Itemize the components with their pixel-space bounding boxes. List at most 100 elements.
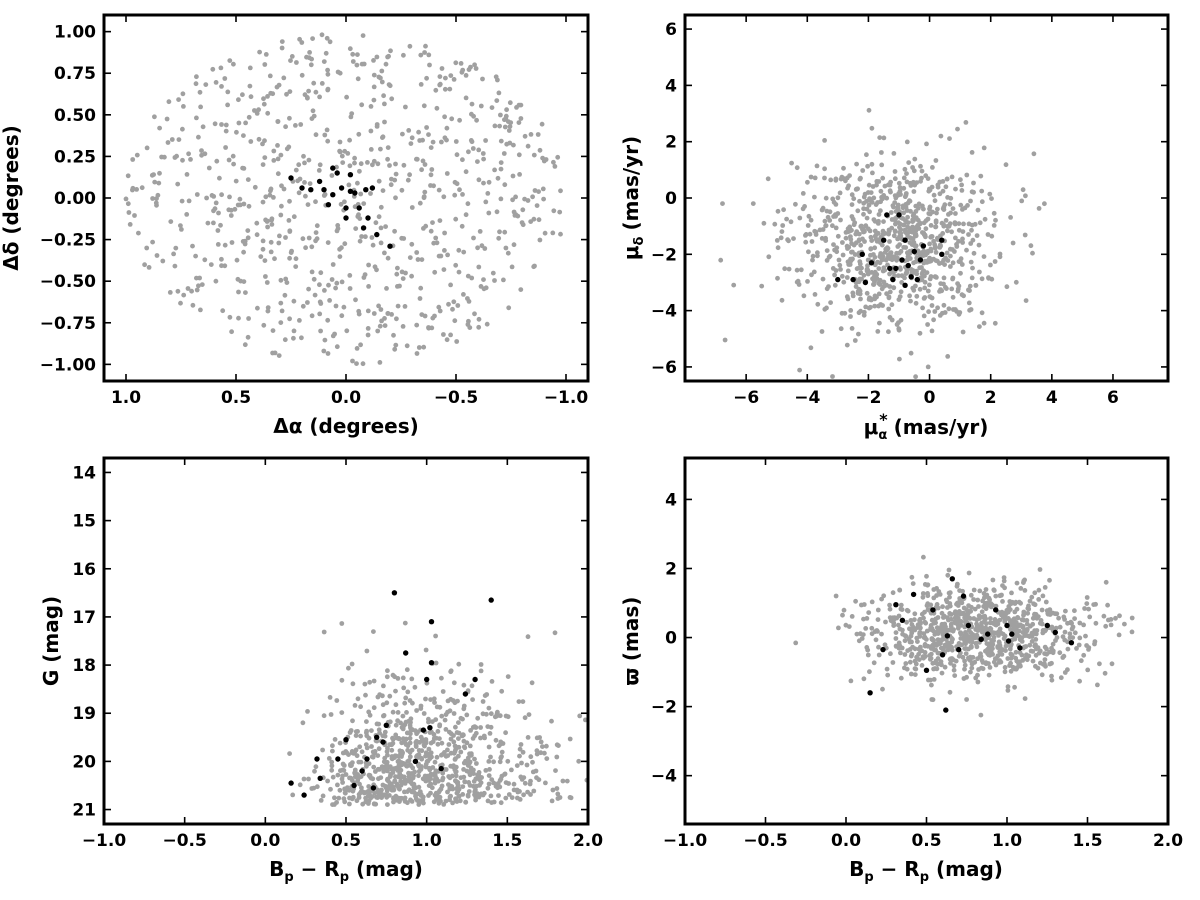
field-star-point xyxy=(965,203,970,208)
field-star-point xyxy=(338,768,343,774)
field-star-point xyxy=(366,709,372,715)
field-star-point xyxy=(306,157,312,163)
field-star-point xyxy=(997,643,1003,648)
field-star-point xyxy=(515,795,520,801)
field-star-point xyxy=(720,201,725,207)
field-star-point xyxy=(287,751,292,756)
field-star-point xyxy=(337,787,343,793)
field-star-point xyxy=(218,222,223,228)
field-star-point xyxy=(981,145,987,151)
field-star-point xyxy=(490,270,496,276)
field-star-point xyxy=(1010,664,1016,670)
field-star-point xyxy=(313,132,319,138)
field-star-point xyxy=(949,229,954,235)
field-star-point xyxy=(486,210,492,216)
field-star-point xyxy=(849,214,855,219)
field-star-point xyxy=(852,252,858,257)
field-star-point xyxy=(1057,650,1063,656)
field-star-point xyxy=(466,770,472,775)
field-star-point xyxy=(897,235,903,241)
field-star-point xyxy=(475,245,480,251)
field-star-point xyxy=(554,754,560,760)
field-star-point xyxy=(801,293,807,299)
field-star-point xyxy=(325,67,330,73)
field-star-point xyxy=(390,735,395,741)
field-star-point xyxy=(925,288,931,294)
field-star-point xyxy=(1012,620,1018,626)
field-star-point xyxy=(366,798,372,804)
field-star-point xyxy=(1056,615,1061,621)
field-star-point xyxy=(1077,678,1082,684)
field-star-point xyxy=(423,696,428,702)
field-star-point xyxy=(340,773,345,779)
field-star-point xyxy=(868,252,873,258)
field-star-point xyxy=(377,323,383,329)
field-star-point xyxy=(136,230,141,236)
field-star-point xyxy=(487,767,492,772)
field-star-point xyxy=(522,133,528,139)
field-star-point xyxy=(451,750,457,756)
field-star-point xyxy=(524,762,530,768)
field-star-point xyxy=(367,773,373,778)
field-star-point xyxy=(849,326,855,331)
field-star-point xyxy=(899,607,905,612)
member-star-point xyxy=(978,636,984,642)
field-star-point xyxy=(385,768,390,774)
field-star-point xyxy=(300,236,306,242)
field-star-point xyxy=(442,114,447,120)
field-star-point xyxy=(287,229,293,234)
field-star-point xyxy=(421,711,427,716)
field-star-point xyxy=(968,259,974,265)
field-star-point xyxy=(926,309,931,315)
field-star-point xyxy=(837,262,843,268)
member-star-point xyxy=(321,187,327,193)
field-star-point xyxy=(330,774,336,780)
field-star-point xyxy=(861,309,867,315)
field-star-point xyxy=(927,656,933,662)
field-star-point xyxy=(262,62,268,67)
field-star-point xyxy=(477,229,483,234)
field-star-point xyxy=(346,752,351,757)
member-star-point xyxy=(914,276,920,283)
field-star-point xyxy=(394,783,400,789)
field-star-point xyxy=(838,217,843,223)
field-star-point xyxy=(496,90,502,96)
field-star-point xyxy=(359,61,365,67)
field-star-point xyxy=(954,309,960,314)
field-star-point xyxy=(913,283,918,289)
field-star-point xyxy=(278,277,284,283)
field-star-point xyxy=(314,223,320,229)
field-star-point xyxy=(848,237,854,242)
field-star-point xyxy=(883,619,888,625)
member-star-point xyxy=(930,607,936,613)
field-star-point xyxy=(322,337,328,343)
field-star-point xyxy=(473,797,478,803)
field-star-point xyxy=(384,788,390,794)
field-star-point xyxy=(347,730,353,735)
field-star-point xyxy=(431,696,437,702)
field-star-point xyxy=(400,675,406,681)
member-star-point xyxy=(427,725,433,731)
field-star-point xyxy=(287,316,292,322)
field-star-point xyxy=(386,53,391,59)
field-star-point xyxy=(237,202,243,208)
field-star-point xyxy=(887,271,892,277)
field-star-point xyxy=(402,304,408,309)
field-star-point xyxy=(357,168,362,174)
field-star-point xyxy=(245,235,251,241)
field-star-point xyxy=(521,792,526,798)
field-star-point xyxy=(461,292,466,297)
field-star-point xyxy=(950,275,956,281)
field-star-point xyxy=(835,233,841,239)
field-star-point xyxy=(882,250,888,255)
field-star-point xyxy=(1030,250,1035,256)
field-star-point xyxy=(931,666,936,672)
field-star-point xyxy=(873,232,879,238)
field-star-point xyxy=(414,708,419,713)
field-star-point xyxy=(805,279,810,284)
member-star-point xyxy=(899,257,905,263)
field-star-point xyxy=(948,621,954,627)
field-star-point xyxy=(488,724,494,730)
field-star-point xyxy=(495,175,501,181)
